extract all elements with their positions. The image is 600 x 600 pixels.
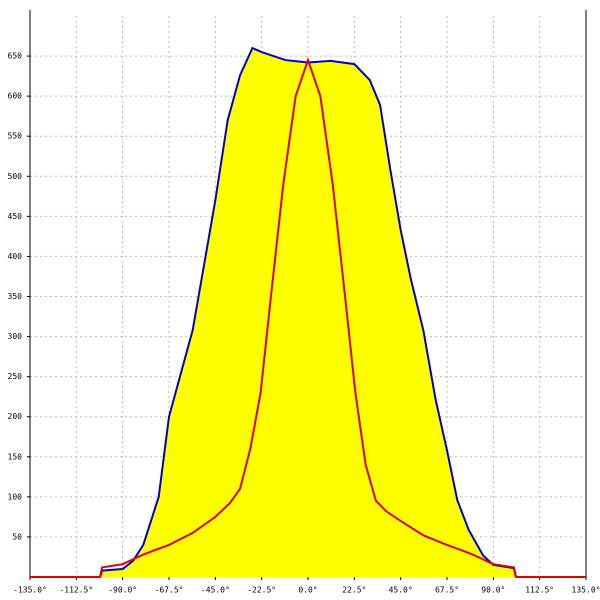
x-tick-label: -90.0° — [108, 586, 137, 595]
y-tick-label: 50 — [12, 532, 22, 541]
x-tick-label: 67.5° — [435, 586, 459, 595]
y-tick-label: 200 — [8, 412, 23, 421]
x-tick-label: 45.0° — [389, 586, 413, 595]
y-tick-label: 600 — [8, 92, 23, 101]
x-tick-label: -45.0° — [201, 586, 230, 595]
x-tick-label: 112.5° — [525, 586, 554, 595]
line — [99, 46, 517, 578]
x-tick-label: 22.5° — [342, 586, 366, 595]
x-tick-label: 0.0° — [298, 586, 317, 595]
y-tick-label: 300 — [8, 332, 23, 341]
area — [100, 48, 516, 578]
y-tick-label: 100 — [8, 492, 23, 501]
y-tick-label: 350 — [8, 292, 23, 301]
y-tick-label: 450 — [8, 212, 23, 221]
x-tick-label: 90.0° — [481, 586, 505, 595]
x-tick-label: -135.0° — [13, 586, 47, 595]
y-tick-label: 250 — [8, 372, 23, 381]
x-tick-label: -22.5° — [247, 586, 276, 595]
y-tick-label: 650 — [8, 52, 23, 61]
y-tick-label: 500 — [8, 172, 23, 181]
y-tick-label: 400 — [8, 252, 23, 261]
y-tick-label: 150 — [8, 452, 23, 461]
y-tick-label: 550 — [8, 132, 23, 141]
line — [30, 56, 586, 578]
x-tick-label: 135.0° — [572, 586, 600, 595]
x-tick-label: -67.5° — [155, 586, 184, 595]
x-tick-label: -112.5° — [59, 586, 93, 595]
